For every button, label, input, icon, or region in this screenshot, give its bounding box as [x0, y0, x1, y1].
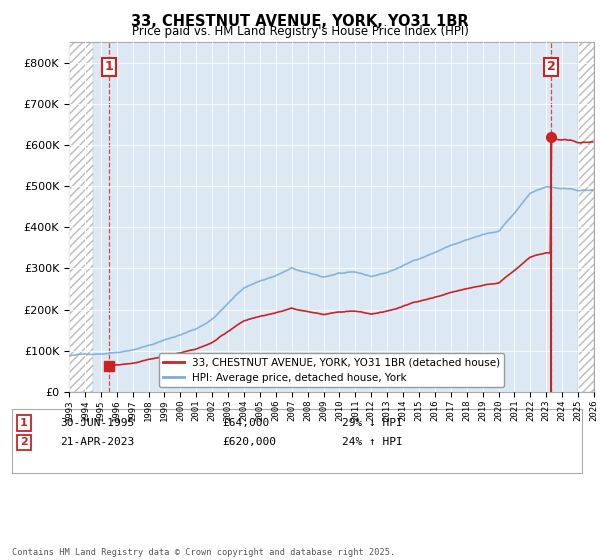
Text: £64,000: £64,000	[222, 418, 269, 428]
Text: 24% ↑ HPI: 24% ↑ HPI	[342, 437, 403, 447]
Text: 21-APR-2023: 21-APR-2023	[60, 437, 134, 447]
Legend: 33, CHESTNUT AVENUE, YORK, YO31 1BR (detached house), HPI: Average price, detach: 33, CHESTNUT AVENUE, YORK, YO31 1BR (det…	[158, 353, 505, 387]
Text: £620,000: £620,000	[222, 437, 276, 447]
Text: 29% ↓ HPI: 29% ↓ HPI	[342, 418, 403, 428]
Text: Price paid vs. HM Land Registry's House Price Index (HPI): Price paid vs. HM Land Registry's House …	[131, 25, 469, 38]
Text: 2: 2	[547, 60, 556, 73]
Text: 33, CHESTNUT AVENUE, YORK, YO31 1BR: 33, CHESTNUT AVENUE, YORK, YO31 1BR	[131, 14, 469, 29]
Text: 1: 1	[104, 60, 113, 73]
Text: 2: 2	[20, 437, 28, 447]
Text: Contains HM Land Registry data © Crown copyright and database right 2025.: Contains HM Land Registry data © Crown c…	[12, 548, 395, 557]
Text: 30-JUN-1995: 30-JUN-1995	[60, 418, 134, 428]
Text: 1: 1	[20, 418, 28, 428]
